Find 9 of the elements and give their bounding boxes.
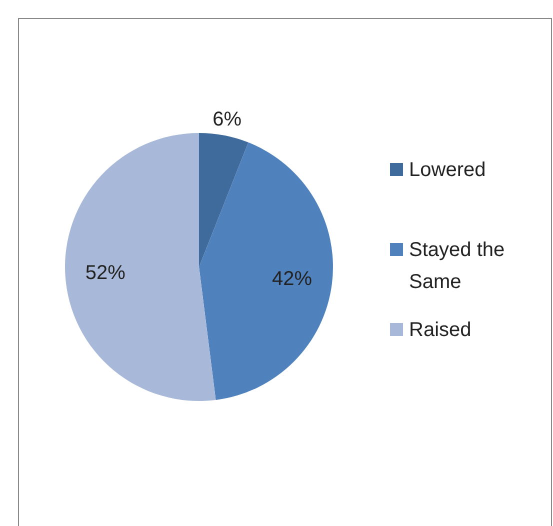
legend-label: Raised bbox=[409, 319, 472, 341]
legend-label: Lowered bbox=[409, 159, 486, 181]
pie-slice bbox=[199, 133, 248, 267]
data-label: 52% bbox=[85, 262, 126, 284]
pie-slice bbox=[65, 133, 216, 401]
legend-label: Stayed the Same bbox=[409, 239, 505, 293]
pie-slice bbox=[199, 142, 333, 400]
data-label: 6% bbox=[212, 108, 242, 131]
data-label: 42% bbox=[272, 268, 312, 290]
